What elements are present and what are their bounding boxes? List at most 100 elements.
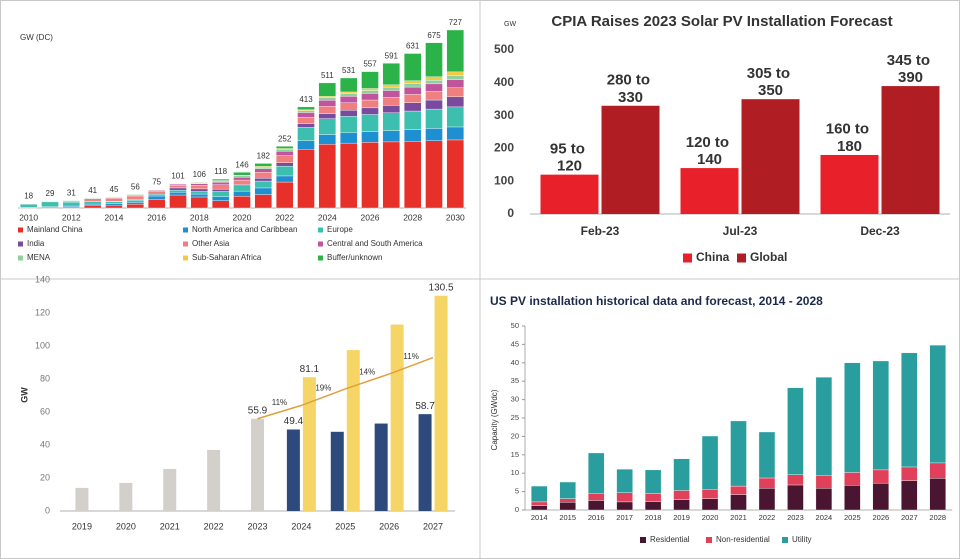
bar-segment bbox=[254, 180, 273, 189]
bar-segment bbox=[531, 485, 548, 503]
legend-swatch bbox=[318, 255, 323, 261]
y-tick-label: 30 bbox=[511, 395, 519, 404]
chart-title: CPIA Raises 2023 Solar PV Installation F… bbox=[551, 13, 892, 30]
bar-segment bbox=[844, 485, 861, 511]
total-label: 118 bbox=[214, 167, 227, 176]
bar bbox=[601, 105, 660, 214]
bar-segment bbox=[644, 501, 662, 511]
bar-segment bbox=[403, 141, 422, 209]
bar-segment bbox=[758, 477, 776, 489]
bar-segment bbox=[275, 146, 294, 149]
data-label: 58.7 bbox=[415, 401, 435, 412]
bar-segment bbox=[318, 97, 337, 101]
bar-segment bbox=[844, 472, 861, 486]
bar-segment bbox=[275, 149, 294, 152]
y-tick-label: 100 bbox=[35, 340, 50, 350]
bar bbox=[163, 468, 177, 511]
x-tick-label: 2017 bbox=[616, 513, 633, 522]
bar bbox=[374, 423, 388, 511]
bar-segment bbox=[361, 90, 379, 94]
x-tick-label: 2018 bbox=[645, 513, 662, 522]
bar-segment bbox=[297, 117, 315, 124]
bar-segment bbox=[339, 93, 358, 97]
bar-segment bbox=[361, 107, 379, 115]
bar-segment bbox=[318, 144, 337, 209]
x-tick-label: 2027 bbox=[423, 521, 443, 531]
bar-segment bbox=[233, 176, 251, 181]
bar-segment bbox=[559, 481, 576, 499]
y-tick-label: 500 bbox=[494, 42, 514, 56]
bar-segment bbox=[339, 77, 358, 93]
bar-segment bbox=[787, 484, 804, 511]
legend-label: India bbox=[27, 239, 45, 248]
legend-label: China bbox=[696, 250, 730, 264]
bar-segment bbox=[254, 194, 273, 209]
bar-segment bbox=[559, 502, 576, 511]
legend-label: Non-residential bbox=[716, 535, 770, 544]
bar-segment bbox=[190, 185, 209, 190]
bar-segment bbox=[929, 344, 946, 464]
legend-label: MENA bbox=[27, 253, 51, 262]
total-label: 41 bbox=[88, 186, 97, 195]
bar-segment bbox=[382, 87, 401, 91]
bar-segment bbox=[929, 462, 946, 479]
x-tick-label: 2028 bbox=[929, 513, 946, 522]
legend-swatch bbox=[18, 227, 23, 233]
bar bbox=[286, 429, 300, 511]
x-tick-label: 2026 bbox=[379, 521, 399, 531]
bar-segment bbox=[147, 190, 166, 194]
bar-segment bbox=[901, 352, 918, 468]
bar-segment bbox=[446, 106, 465, 128]
y-axis-label: GW bbox=[504, 21, 516, 28]
bar-segment bbox=[254, 172, 273, 179]
bar-segment bbox=[211, 180, 230, 183]
total-label: 557 bbox=[363, 60, 377, 69]
bar-segment bbox=[339, 142, 358, 209]
legend-label: Central and South America bbox=[327, 239, 423, 248]
bar-segment bbox=[211, 188, 230, 192]
y-axis-label: GW bbox=[19, 387, 29, 403]
bar-segment bbox=[339, 96, 358, 103]
bar-segment bbox=[126, 204, 145, 209]
bar-segment bbox=[787, 474, 804, 486]
bar-segment bbox=[190, 183, 209, 186]
bar bbox=[119, 482, 133, 511]
bar-segment bbox=[147, 194, 166, 197]
bar-segment bbox=[190, 191, 209, 195]
total-label: 101 bbox=[171, 171, 185, 180]
bar-segment bbox=[382, 97, 401, 106]
bar-segment bbox=[403, 129, 422, 142]
bar-segment bbox=[701, 435, 719, 490]
bar-segment bbox=[105, 198, 123, 202]
bar-segment bbox=[758, 431, 776, 479]
bar-segment bbox=[254, 163, 273, 167]
bar-segment bbox=[403, 110, 422, 130]
legend-swatch bbox=[683, 253, 692, 263]
total-label: 75 bbox=[152, 178, 161, 187]
total-label: 727 bbox=[449, 18, 463, 27]
bar-segment bbox=[446, 79, 465, 88]
legend-swatch bbox=[737, 253, 746, 263]
x-tick-label: 2024 bbox=[816, 513, 833, 522]
bar-segment bbox=[425, 91, 443, 101]
bar-segment bbox=[169, 185, 187, 189]
bar bbox=[540, 174, 599, 214]
bar-segment bbox=[844, 362, 861, 473]
bar-segment bbox=[403, 86, 422, 95]
bar-segment bbox=[254, 187, 273, 195]
y-tick-label: 140 bbox=[35, 274, 50, 284]
bar-segment bbox=[901, 480, 918, 511]
bar-segment bbox=[147, 199, 166, 209]
bar-segment bbox=[815, 376, 833, 476]
legend-label: Sub-Saharan Africa bbox=[192, 253, 262, 262]
bar-segment bbox=[339, 110, 358, 117]
bar-segment bbox=[233, 196, 251, 209]
bar-segment bbox=[616, 468, 633, 493]
legend-label: Utility bbox=[792, 535, 812, 544]
x-tick-label: 2021 bbox=[160, 521, 180, 531]
x-tick-label: 2020 bbox=[233, 212, 252, 222]
bar-segment bbox=[382, 90, 401, 98]
data-label: 160 to 180 bbox=[826, 121, 874, 155]
bar-segment bbox=[403, 94, 422, 103]
x-tick-label: 2024 bbox=[291, 521, 311, 531]
